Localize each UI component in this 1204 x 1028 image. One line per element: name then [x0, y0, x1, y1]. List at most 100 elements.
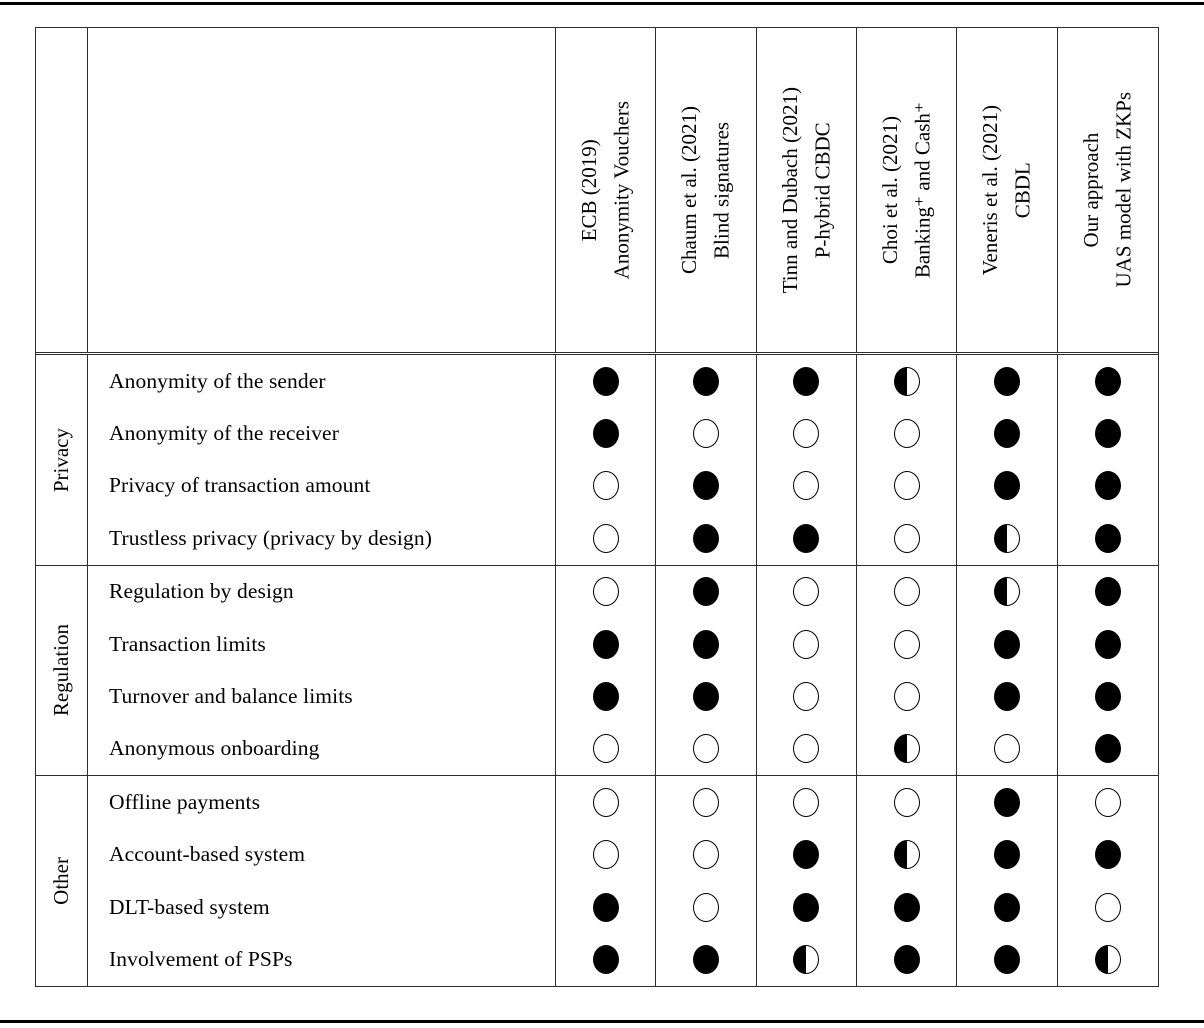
- harvey-ball-icon: [592, 577, 619, 607]
- harvey-ball-icon: [1094, 734, 1121, 764]
- harvey-ball-icon: [893, 419, 920, 449]
- harvey-ball-icon: [692, 629, 719, 659]
- harvey-ball-icon: [993, 471, 1020, 501]
- harvey-ball-icon: [692, 577, 719, 607]
- harvey-ball-icon: [793, 629, 820, 659]
- rating-cell: [757, 880, 857, 934]
- group-label-cell: Privacy: [36, 355, 88, 565]
- rating-cell: [556, 670, 657, 723]
- rating-cell: [656, 828, 757, 881]
- criterion-label: Anonymous onboarding: [88, 722, 556, 776]
- criterion-label: Anonymity of the receiver: [88, 407, 556, 460]
- harvey-ball-icon: [692, 787, 719, 817]
- rating-cell: [1058, 460, 1158, 512]
- column-citation: Veneris et al. (2021): [978, 104, 1003, 276]
- harvey-ball-icon: [1094, 840, 1121, 870]
- harvey-ball-icon: [893, 840, 920, 870]
- rating-cell: [957, 617, 1058, 671]
- rating-cell: [857, 933, 958, 986]
- harvey-ball-icon: [692, 523, 719, 553]
- rating-cell: [1058, 829, 1158, 881]
- harvey-ball-icon: [893, 577, 920, 607]
- harvey-ball-icon: [993, 419, 1020, 449]
- rating-cell: [556, 355, 657, 408]
- rating-cell: [656, 670, 757, 723]
- rating-cell: [1058, 670, 1158, 722]
- column-header-veneris: Veneris et al. (2021) CBDL: [957, 28, 1058, 352]
- rating-cell: [656, 355, 757, 408]
- harvey-ball-icon: [592, 523, 619, 553]
- rating-cell: [857, 722, 958, 776]
- header-corner-group-cell: [36, 28, 88, 352]
- rating-cell: [1058, 881, 1158, 933]
- rating-cell: [957, 933, 1058, 986]
- harvey-ball-icon: [592, 629, 619, 659]
- rating-cell: [757, 776, 857, 829]
- column-system: UAS model with ZKPs: [1111, 92, 1136, 288]
- rating-cell: [957, 722, 1058, 776]
- rating-cell: [757, 933, 857, 986]
- column-citation: Choi et al. (2021): [878, 115, 903, 265]
- harvey-ball-icon: [893, 734, 920, 764]
- harvey-ball-icon: [793, 366, 820, 396]
- column-header-our-approach: Our approach UAS model with ZKPs: [1058, 28, 1158, 352]
- harvey-ball-icon: [893, 787, 920, 817]
- rating-cell: [1058, 355, 1158, 407]
- harvey-ball-icon: [893, 366, 920, 396]
- harvey-ball-icon: [793, 734, 820, 764]
- group-label: Regulation: [49, 624, 74, 717]
- page-rule-bottom: [0, 1020, 1204, 1023]
- group-label-cell: Other: [36, 776, 88, 986]
- criterion-label: Account-based system: [88, 828, 556, 881]
- rating-cell: [957, 670, 1058, 723]
- rating-cell: [556, 880, 657, 934]
- group-label-cell: Regulation: [36, 565, 88, 776]
- rating-cell: [656, 776, 757, 829]
- harvey-ball-icon: [592, 840, 619, 870]
- rating-cell: [757, 670, 857, 723]
- harvey-ball-icon: [793, 787, 820, 817]
- harvey-ball-icon: [592, 682, 619, 712]
- rating-cell: [656, 565, 757, 618]
- harvey-ball-icon: [692, 471, 719, 501]
- rating-cell: [757, 617, 857, 671]
- rating-cell: [556, 933, 657, 986]
- rating-cell: [656, 722, 757, 776]
- rating-cell: [556, 617, 657, 671]
- criterion-label: Turnover and balance limits: [88, 670, 556, 723]
- criterion-label: Regulation by design: [88, 565, 556, 618]
- column-citation: Tinn and Dubach (2021): [777, 86, 802, 294]
- harvey-ball-icon: [1094, 366, 1121, 396]
- harvey-ball-icon: [993, 523, 1020, 553]
- rating-cell: [857, 670, 958, 723]
- harvey-ball-icon: [793, 523, 820, 553]
- rating-cell: [656, 512, 757, 565]
- rating-cell: [556, 828, 657, 881]
- harvey-ball-icon: [793, 419, 820, 449]
- harvey-ball-icon: [993, 840, 1020, 870]
- rating-cell: [957, 776, 1058, 829]
- harvey-ball-icon: [793, 682, 820, 712]
- rating-cell: [556, 512, 657, 565]
- group-label: Other: [49, 856, 74, 905]
- criterion-label: DLT-based system: [88, 880, 556, 934]
- column-header-label: Choi et al. (2021) Banking⁺ and Cash⁺: [874, 102, 939, 278]
- column-header-choi: Choi et al. (2021) Banking⁺ and Cash⁺: [857, 28, 958, 352]
- harvey-ball-icon: [993, 944, 1020, 974]
- rating-cell: [656, 459, 757, 513]
- column-header-label: Veneris et al. (2021) CBDL: [974, 105, 1039, 275]
- harvey-ball-icon: [1094, 419, 1121, 449]
- page-rule-top: [0, 2, 1204, 5]
- rating-cell: [857, 459, 958, 513]
- column-header-label: ECB (2019) Anonymity Vouchers: [573, 101, 638, 279]
- rating-cell: [857, 880, 958, 934]
- harvey-ball-icon: [1094, 523, 1121, 553]
- column-header-label: Our approach UAS model with ZKPs: [1075, 92, 1140, 287]
- harvey-ball-icon: [592, 471, 619, 501]
- rating-cell: [1058, 933, 1158, 985]
- rating-cell: [757, 828, 857, 881]
- harvey-ball-icon: [793, 892, 820, 922]
- criterion-label: Transaction limits: [88, 617, 556, 671]
- harvey-ball-icon: [1094, 944, 1121, 974]
- rating-cell: [757, 565, 857, 618]
